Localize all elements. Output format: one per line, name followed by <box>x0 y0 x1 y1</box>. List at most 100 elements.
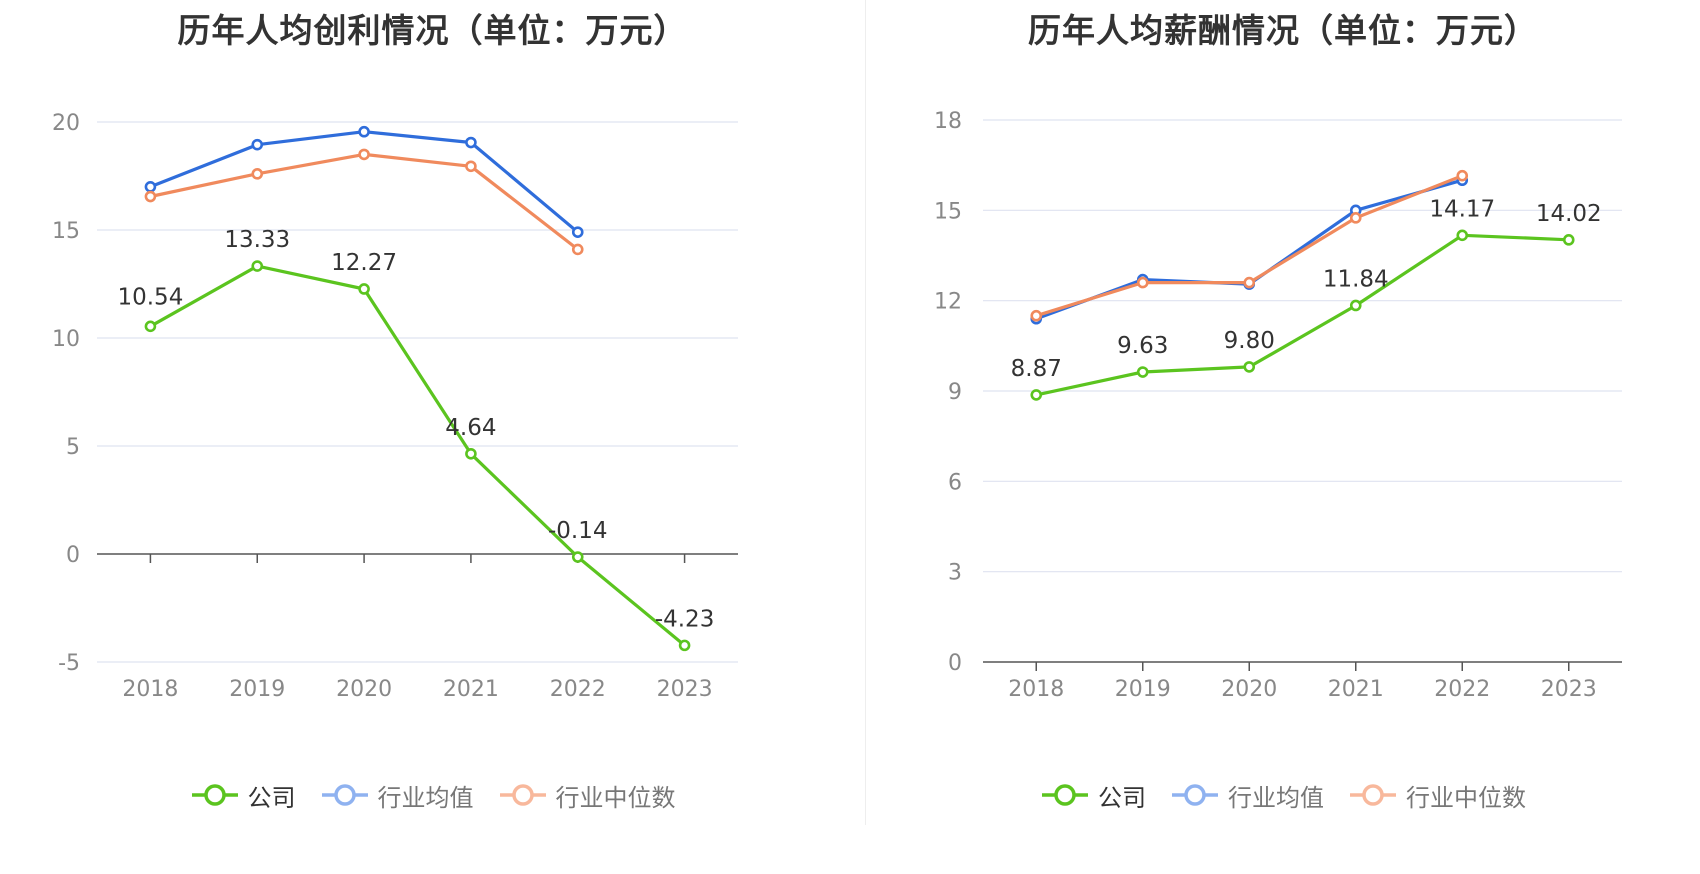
series-point-1 <box>144 181 157 193</box>
y-tick-label: 15 <box>52 219 80 244</box>
series-point-1 <box>251 138 264 151</box>
y-tick-label: 18 <box>934 109 962 134</box>
data-label: 12.27 <box>331 250 397 276</box>
x-tick-label: 2022 <box>1434 677 1490 702</box>
profit-line-chart: -5 0 5 10 15 20 2018 2019 2020 2021 2022 2023 10.54 1… <box>52 111 738 702</box>
x-tick-label: 2023 <box>1541 677 1597 702</box>
legend-swatch-dot <box>203 784 226 806</box>
series-point-0 <box>465 447 477 460</box>
chart-panel-profit: 历年人均创利情况（单位：万元） -5 0 5 10 15 20 2018 2019 2020 20… <box>0 11 865 815</box>
legend-swatch-icon <box>1172 784 1218 806</box>
x-tick-label: 2022 <box>550 677 606 702</box>
legend-label: 公司 <box>247 783 296 812</box>
chart-title: 历年人均薪酬情况（单位：万元） <box>1028 11 1538 50</box>
legend-swatch-dot <box>333 784 356 806</box>
chart-legend: 公司 行业均值 行业中位数 <box>0 775 865 815</box>
series-point-2 <box>465 160 477 173</box>
legend-swatch-dot <box>1362 784 1384 806</box>
series-point-0 <box>1562 234 1575 246</box>
legend-item[interactable]: 行业均值 <box>1170 778 1324 813</box>
y-tick-label: 6 <box>948 470 962 495</box>
series-point-0 <box>1243 361 1256 373</box>
series-point-0 <box>358 283 370 295</box>
data-label: -0.14 <box>548 518 608 544</box>
y-tick-label: 0 <box>66 543 80 568</box>
legend-swatch-icon <box>499 784 546 806</box>
data-label: 9.80 <box>1224 328 1275 354</box>
chart-title: 历年人均创利情况（单位：万元） <box>177 11 688 50</box>
y-tick-label: 5 <box>66 435 80 460</box>
data-label: 8.87 <box>1011 356 1062 382</box>
series-point-2 <box>1349 212 1362 224</box>
legend-swatch-dot <box>511 784 534 806</box>
y-tick-label: 12 <box>934 290 962 315</box>
series-line-2 <box>150 152 579 251</box>
legend-label: 公司 <box>1098 783 1146 812</box>
series-point-0 <box>1136 366 1149 378</box>
series-point-1 <box>358 125 370 138</box>
series-point-1 <box>571 226 584 238</box>
x-tick-label: 2021 <box>443 677 499 702</box>
data-label: 9.63 <box>1117 333 1168 359</box>
legend-label: 行业中位数 <box>1406 783 1526 812</box>
x-tick-label: 2018 <box>1008 677 1064 702</box>
legend-swatch-icon <box>321 784 368 806</box>
y-tick-label: 3 <box>948 561 962 586</box>
series-point-0 <box>144 320 157 333</box>
x-tick-label: 2019 <box>229 677 285 702</box>
data-label: 13.33 <box>224 227 290 253</box>
legend-item[interactable]: 行业中位数 <box>1348 778 1526 813</box>
series-point-2 <box>144 190 157 203</box>
x-tick-label: 2019 <box>1115 677 1171 702</box>
series-point-2 <box>1030 309 1043 322</box>
series-point-0 <box>571 551 584 563</box>
data-label: 14.02 <box>1536 201 1602 227</box>
series-point-2 <box>571 243 584 256</box>
series-point-2 <box>1456 169 1469 182</box>
legend-swatch-icon <box>1042 784 1088 806</box>
legend-item[interactable]: 公司 <box>1040 778 1146 813</box>
chart-panel-salary: 历年人均薪酬情况（单位：万元） 0 3 6 9 12 15 18 2018 2019 2020 20… <box>866 0 1700 874</box>
legend-item[interactable]: 行业均值 <box>320 778 474 813</box>
y-tick-label: 9 <box>948 380 962 405</box>
series-line-0 <box>1035 233 1569 397</box>
legend-label: 行业均值 <box>377 783 474 812</box>
legend-swatch-icon <box>191 784 238 806</box>
x-tick-label: 2021 <box>1328 677 1384 702</box>
series-point-0 <box>1030 389 1043 401</box>
legend-item[interactable]: 行业中位数 <box>498 778 676 813</box>
data-label: 4.64 <box>445 415 496 441</box>
panel-divider <box>865 0 866 825</box>
series-point-0 <box>1456 229 1469 242</box>
data-label: 14.17 <box>1429 196 1495 222</box>
legend-swatch-dot <box>1054 784 1076 806</box>
series-point-2 <box>1243 276 1256 289</box>
chart-legend: 公司 行业均值 行业中位数 <box>866 775 1700 815</box>
data-label: -4.23 <box>655 606 715 632</box>
series-line-0 <box>149 264 686 647</box>
y-tick-label: 10 <box>52 327 80 352</box>
y-tick-label: -5 <box>58 651 80 676</box>
legend-label: 行业中位数 <box>555 783 676 812</box>
series-point-0 <box>1349 299 1362 312</box>
series-point-0 <box>251 260 264 272</box>
x-tick-label: 2023 <box>657 677 713 702</box>
x-tick-label: 2020 <box>1221 677 1277 702</box>
series-point-2 <box>1136 276 1149 289</box>
x-tick-label: 2018 <box>122 677 178 702</box>
legend-item[interactable]: 公司 <box>190 778 296 813</box>
series-point-0 <box>678 639 691 652</box>
data-label: 10.54 <box>117 284 183 310</box>
series-point-2 <box>251 168 264 180</box>
legend-swatch-dot <box>1184 784 1206 806</box>
series-point-2 <box>358 148 370 161</box>
legend-swatch-icon <box>1350 784 1396 806</box>
series-point-1 <box>465 136 477 149</box>
data-label: 11.84 <box>1323 266 1389 292</box>
y-tick-label: 20 <box>52 111 80 136</box>
legend-label: 行业均值 <box>1228 783 1324 812</box>
y-tick-label: 0 <box>948 651 962 676</box>
x-tick-label: 2020 <box>336 677 392 702</box>
y-tick-label: 15 <box>934 199 962 224</box>
salary-line-chart: 0 3 6 9 12 15 18 2018 2019 2020 2021 2022 2023 8.87 9.… <box>934 109 1622 702</box>
